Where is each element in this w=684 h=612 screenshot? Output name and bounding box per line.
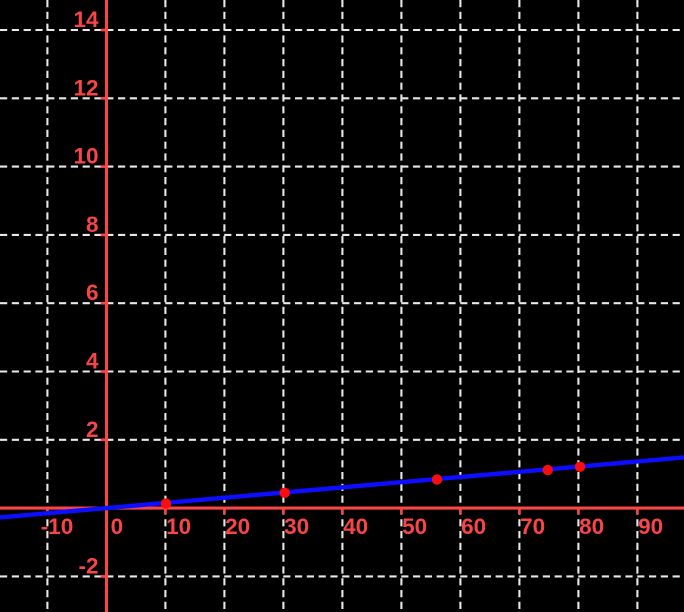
svg-text:6: 6 (86, 280, 99, 305)
svg-text:-10: -10 (41, 514, 74, 539)
svg-text:50: 50 (402, 514, 427, 539)
svg-text:4: 4 (86, 349, 99, 374)
svg-text:10: 10 (73, 144, 98, 169)
svg-text:40: 40 (343, 514, 368, 539)
svg-text:2: 2 (86, 417, 99, 442)
svg-text:-2: -2 (78, 553, 98, 578)
svg-text:30: 30 (284, 514, 309, 539)
svg-text:70: 70 (520, 514, 545, 539)
svg-text:10: 10 (166, 514, 191, 539)
svg-text:60: 60 (461, 514, 486, 539)
svg-text:90: 90 (638, 514, 663, 539)
svg-text:12: 12 (73, 75, 98, 100)
svg-text:0: 0 (111, 514, 124, 539)
svg-text:20: 20 (225, 514, 250, 539)
svg-text:80: 80 (579, 514, 604, 539)
svg-text:14: 14 (73, 7, 99, 32)
svg-text:8: 8 (86, 212, 99, 237)
